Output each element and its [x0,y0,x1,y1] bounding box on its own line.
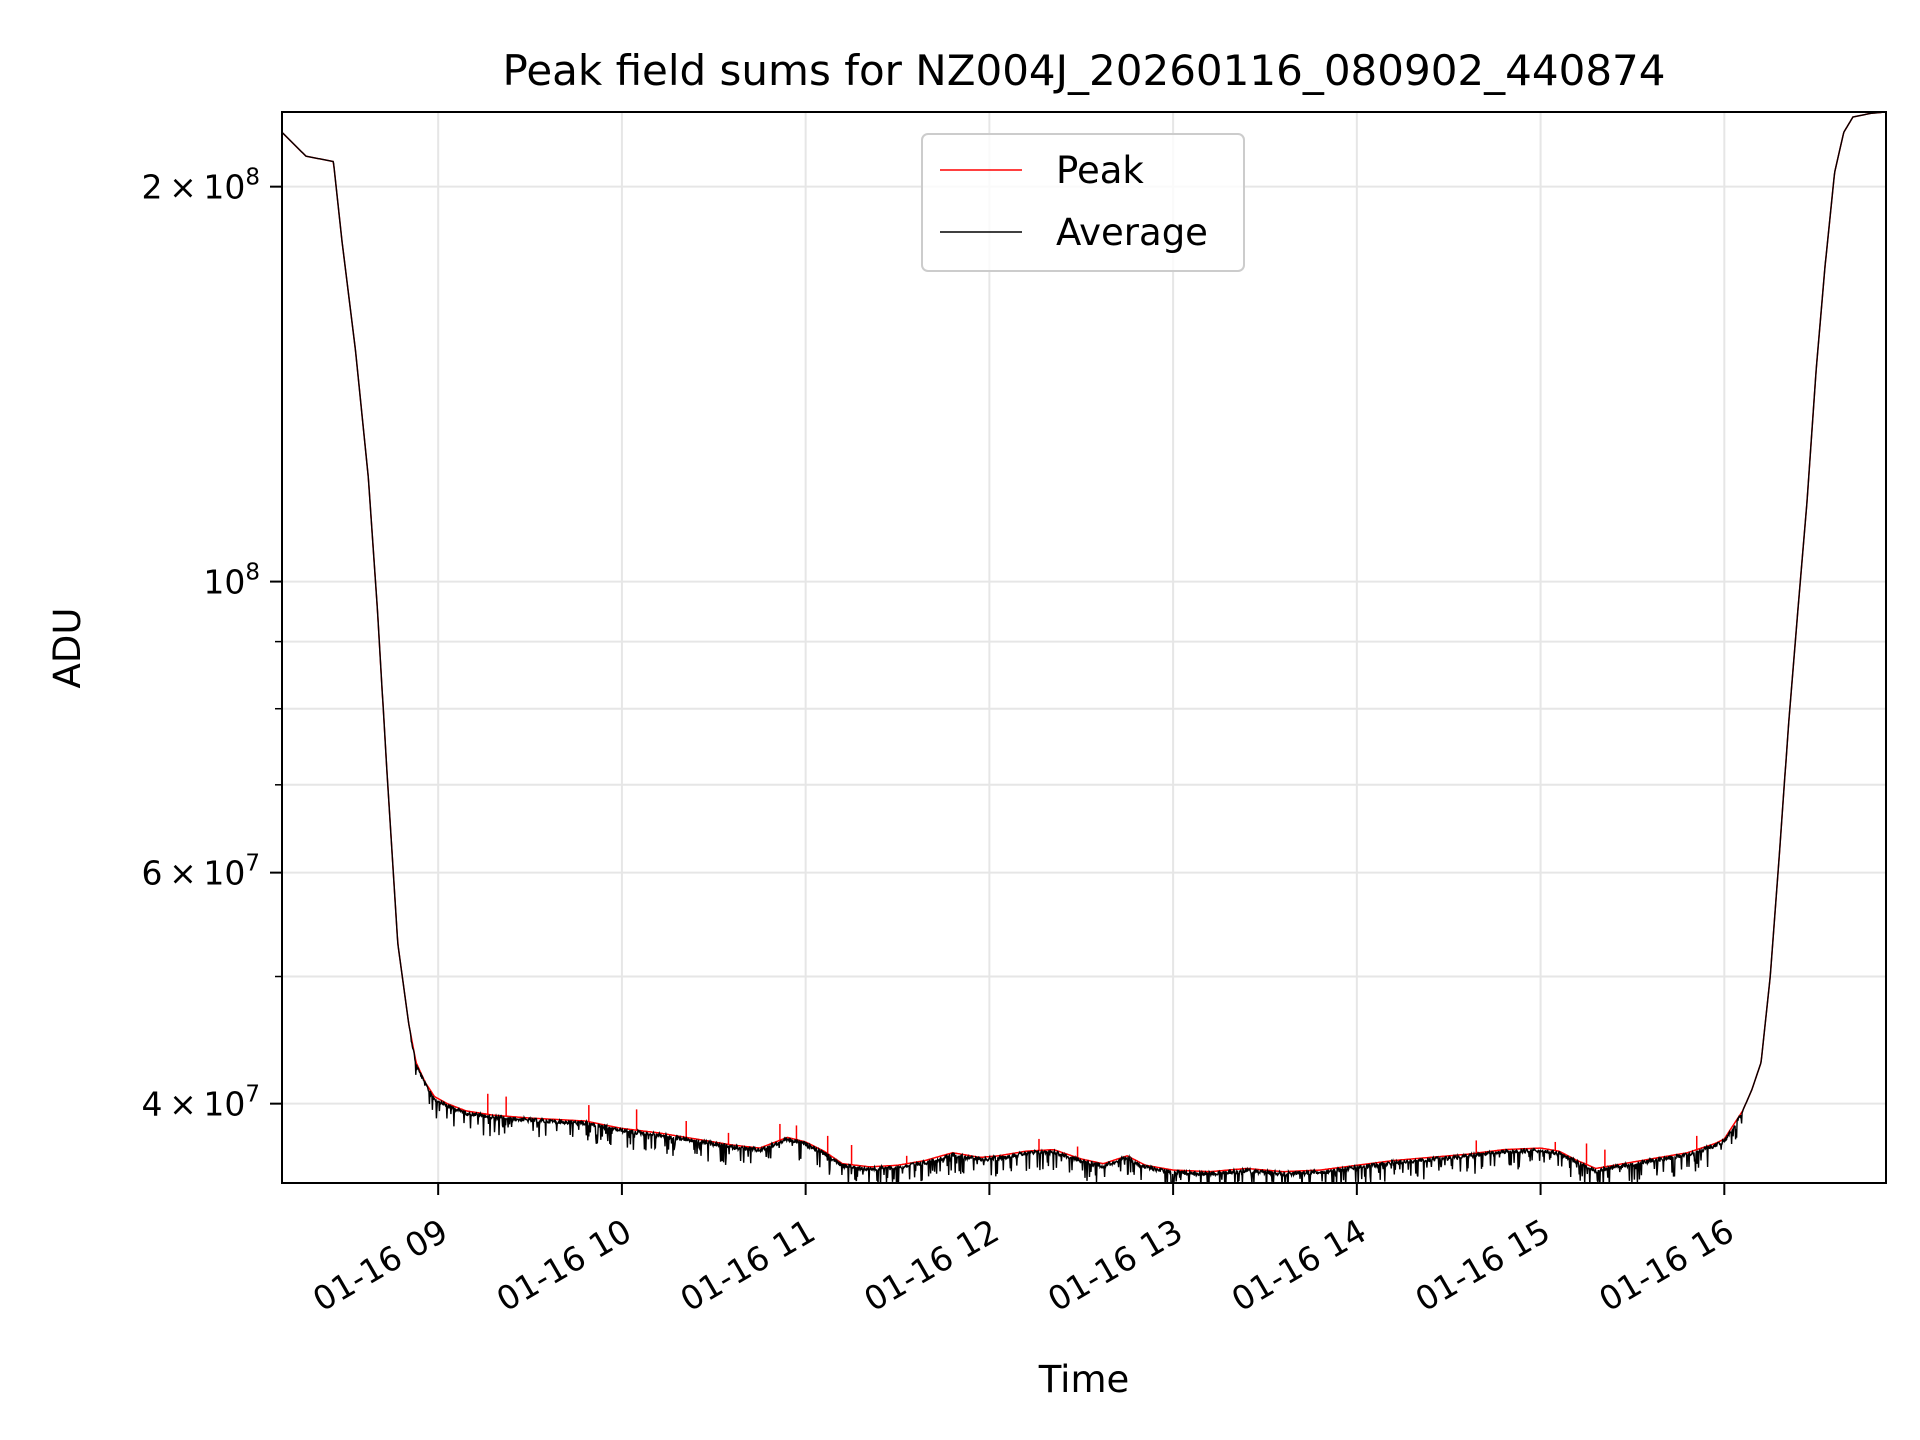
x-tick-label: 01-16 11 [674,1211,822,1319]
x-tick-label: 01-16 13 [1041,1211,1189,1319]
legend: Peak Average [921,133,1245,272]
y-axis: 4 × 107 6 × 107 108 2 × 108 [142,165,282,1124]
grid-lines [282,112,1886,1183]
y-tick-label: 2 × 108 [142,165,260,207]
legend-average-label: Average [1056,211,1208,254]
legend-peak-label: Peak [1056,149,1144,192]
x-axis: 01-16 09 01-16 10 01-16 11 01-16 12 01-16 13… [306,1183,1740,1319]
x-tick-label: 01-16 15 [1409,1211,1557,1319]
x-tick-label: 01-16 12 [857,1211,1005,1319]
x-axis-label: Time [1038,1358,1130,1401]
average-series-line [282,112,1886,1183]
y-axis-label: ADU [46,608,89,689]
y-tick-label: 108 [203,560,260,602]
y-tick-label: 6 × 107 [142,851,260,893]
x-tick-label: 01-16 16 [1592,1211,1740,1319]
x-tick-label: 01-16 09 [306,1211,454,1319]
plot-frame [281,111,1887,1184]
x-tick-label: 01-16 10 [490,1211,638,1319]
series-layer [282,112,1886,1183]
x-tick-label: 01-16 14 [1225,1211,1373,1319]
y-tick-label: 4 × 107 [142,1082,260,1124]
legend-box [921,133,1245,272]
chart-title: Peak field sums for NZ004J_20260116_0809… [503,46,1666,95]
